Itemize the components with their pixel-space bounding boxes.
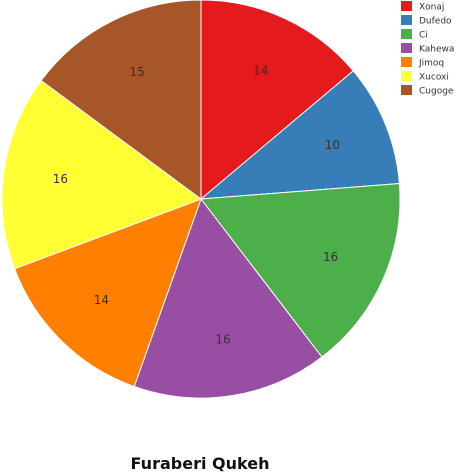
legend-swatch-jimoq (401, 57, 412, 67)
legend-swatch-ci (401, 29, 412, 39)
legend-swatch-xucoxi (401, 71, 412, 81)
data-label-xucoxi: 16 (53, 172, 68, 186)
pie-slice-kahewa (133, 197, 323, 399)
legend-item-xucoxi: Xucoxi (401, 71, 449, 83)
pie-slice-ci (200, 183, 401, 358)
data-label-kahewa: 16 (215, 332, 230, 346)
data-label-cugoge: 15 (129, 65, 144, 79)
data-label-xonaj: 14 (253, 63, 268, 77)
pie-slice-xonaj (200, 0, 354, 201)
data-label-ci: 16 (323, 250, 338, 264)
legend-item-kahewa: Kahewa (401, 43, 454, 55)
legend-item-ci: Ci (401, 29, 428, 41)
pie-slice-cugoge (40, 0, 202, 200)
legend-swatch-kahewa (401, 43, 412, 53)
pie-data-labels: 14 10 16 16 14 16 15 (53, 63, 340, 346)
data-label-jimoq: 14 (94, 293, 109, 307)
pie-slice-xucoxi (1, 79, 203, 270)
legend-swatch-dufedo (401, 15, 412, 25)
pie-slice-dufedo (199, 70, 400, 200)
legend-item-cugoge: Cugoge (401, 85, 454, 97)
legend-item-xonaj: Xonaj (401, 1, 444, 13)
legend-label-dufedo: Dufedo (419, 17, 452, 27)
legend-item-dufedo: Dufedo (401, 15, 452, 27)
legend: Xonaj Dufedo Ci Kahewa Jimoq Xucoxi Cugoge (401, 1, 454, 97)
legend-item-jimoq: Jimoq (401, 57, 444, 69)
legend-label-xucoxi: Xucoxi (419, 73, 449, 83)
data-label-dufedo: 10 (325, 138, 340, 152)
legend-label-kahewa: Kahewa (419, 45, 454, 55)
legend-swatch-xonaj (401, 1, 412, 11)
legend-label-ci: Ci (419, 31, 428, 41)
legend-label-jimoq: Jimoq (418, 59, 444, 69)
chart-title: Furaberi Qukeh (131, 454, 270, 473)
legend-label-xonaj: Xonaj (419, 3, 444, 13)
pie-slice-jimoq (13, 198, 202, 388)
legend-swatch-cugoge (401, 85, 412, 95)
pie-slices (1, 0, 401, 399)
legend-label-cugoge: Cugoge (419, 87, 454, 97)
